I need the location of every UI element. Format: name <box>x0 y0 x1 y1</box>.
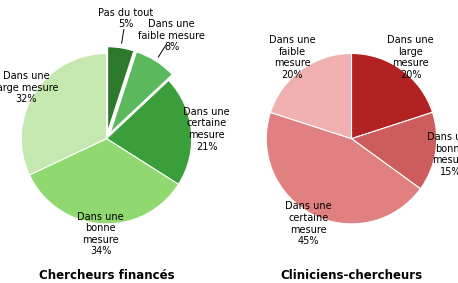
Wedge shape <box>110 52 172 133</box>
Text: Dans une
bonne
mesure
34%: Dans une bonne mesure 34% <box>77 211 124 256</box>
Wedge shape <box>271 53 351 139</box>
Text: Dans une
large mesure
32%: Dans une large mesure 32% <box>0 71 58 104</box>
Text: Dans une
certaine
mesure
45%: Dans une certaine mesure 45% <box>285 201 332 246</box>
Text: Dans une
faible
mesure
20%: Dans une faible mesure 20% <box>269 35 316 80</box>
Text: Dans une
faible mesure
8%: Dans une faible mesure 8% <box>138 19 205 52</box>
Text: Pas du tout
5%: Pas du tout 5% <box>98 8 153 29</box>
Title: Cliniciens-chercheurs: Cliniciens-chercheurs <box>280 269 423 282</box>
Text: Dans une
large
mesure
20%: Dans une large mesure 20% <box>387 35 434 80</box>
Wedge shape <box>351 112 436 189</box>
Wedge shape <box>351 53 432 139</box>
Wedge shape <box>108 47 134 132</box>
Wedge shape <box>107 80 192 184</box>
Wedge shape <box>22 53 107 175</box>
Text: Dans une
bonne
mesure
15%: Dans une bonne mesure 15% <box>427 132 458 177</box>
Wedge shape <box>266 112 420 224</box>
Title: Chercheurs financés: Chercheurs financés <box>38 269 174 282</box>
Text: Dans une
certaine
mesure
21%: Dans une certaine mesure 21% <box>183 107 230 152</box>
Wedge shape <box>29 139 179 224</box>
